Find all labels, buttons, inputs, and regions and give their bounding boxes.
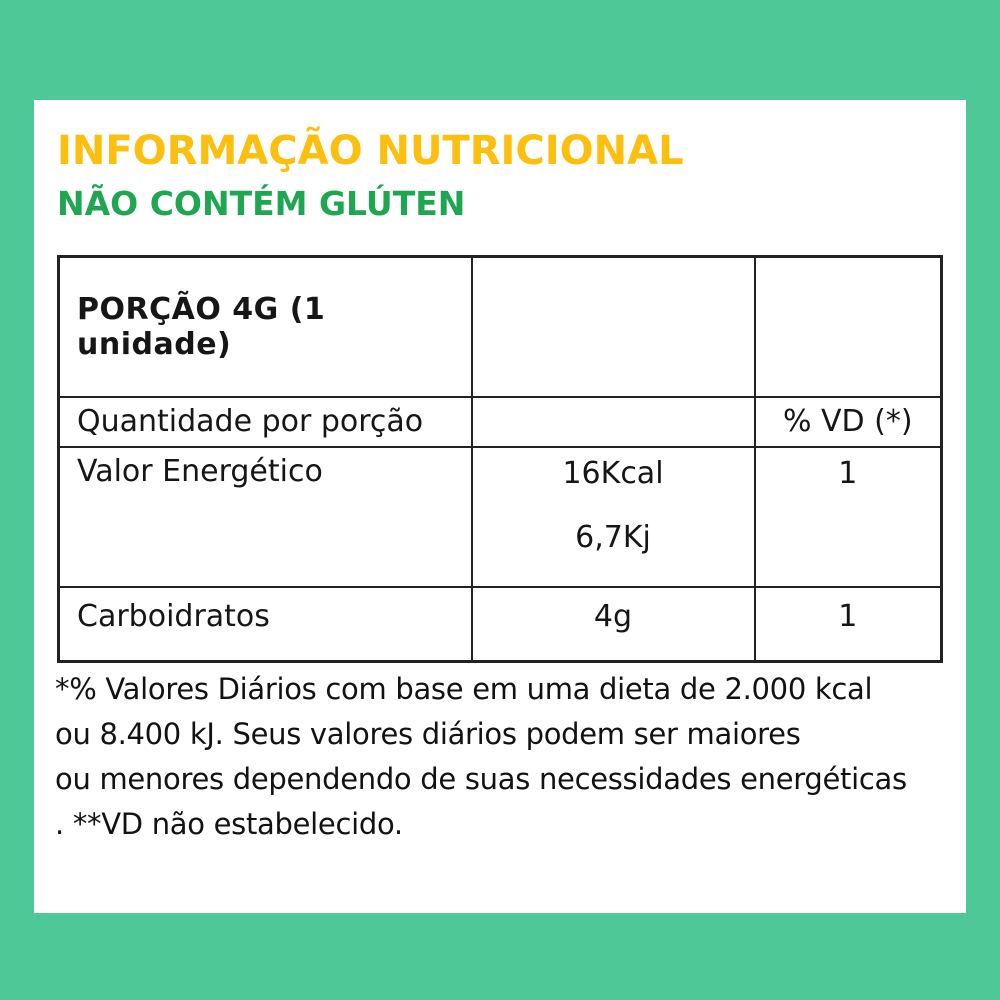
daily-values-footnote: *% Valores Diários com base em uma dieta… [55,667,950,847]
serving-row: PORÇÃO 4G (1 unidade) [57,255,943,398]
page-title: INFORMAÇÃO NUTRICIONAL [57,128,684,174]
table-row-energy: Valor Energético 16Kcal 6,7Kj 1 [57,445,943,588]
nutrition-table: PORÇÃO 4G (1 unidade) Quantidade por por… [57,255,943,663]
nutrient-amount: 16Kcal 6,7Kj [470,445,756,588]
nutrient-amount: 4g [470,585,756,663]
empty-cell [470,255,756,398]
gluten-free-subtitle: NÃO CONTÉM GLÚTEN [57,184,466,223]
nutrient-name: Valor Energético [57,445,473,588]
table-row-carbohydrates: Carboidratos 4g 1 [57,585,943,663]
footnote-line: *% Valores Diários com base em uma dieta… [55,672,873,706]
column-header-row: Quantidade por porção % VD (*) [57,395,943,448]
footnote-line: ou menores dependendo de suas necessidad… [55,762,907,796]
nutrient-name: Carboidratos [57,585,473,663]
amount-kcal: 16Kcal [562,455,664,491]
daily-value-header: % VD (*) [753,395,943,448]
nutrient-vd-percent: 1 [753,585,943,663]
quantity-per-serving-header: Quantidade por porção [57,395,473,448]
footnote-line: ou 8.400 kJ. Seus valores diários podem … [55,717,801,751]
empty-cell [470,395,756,448]
empty-cell [753,255,943,398]
footnote-line: . **VD não estabelecido. [55,807,403,841]
nutrition-label-card: INFORMAÇÃO NUTRICIONAL NÃO CONTÉM GLÚTEN… [34,100,966,913]
serving-size-cell: PORÇÃO 4G (1 unidade) [57,255,473,398]
amount-kj: 6,7Kj [575,519,651,555]
nutrient-vd-percent: 1 [753,445,943,588]
